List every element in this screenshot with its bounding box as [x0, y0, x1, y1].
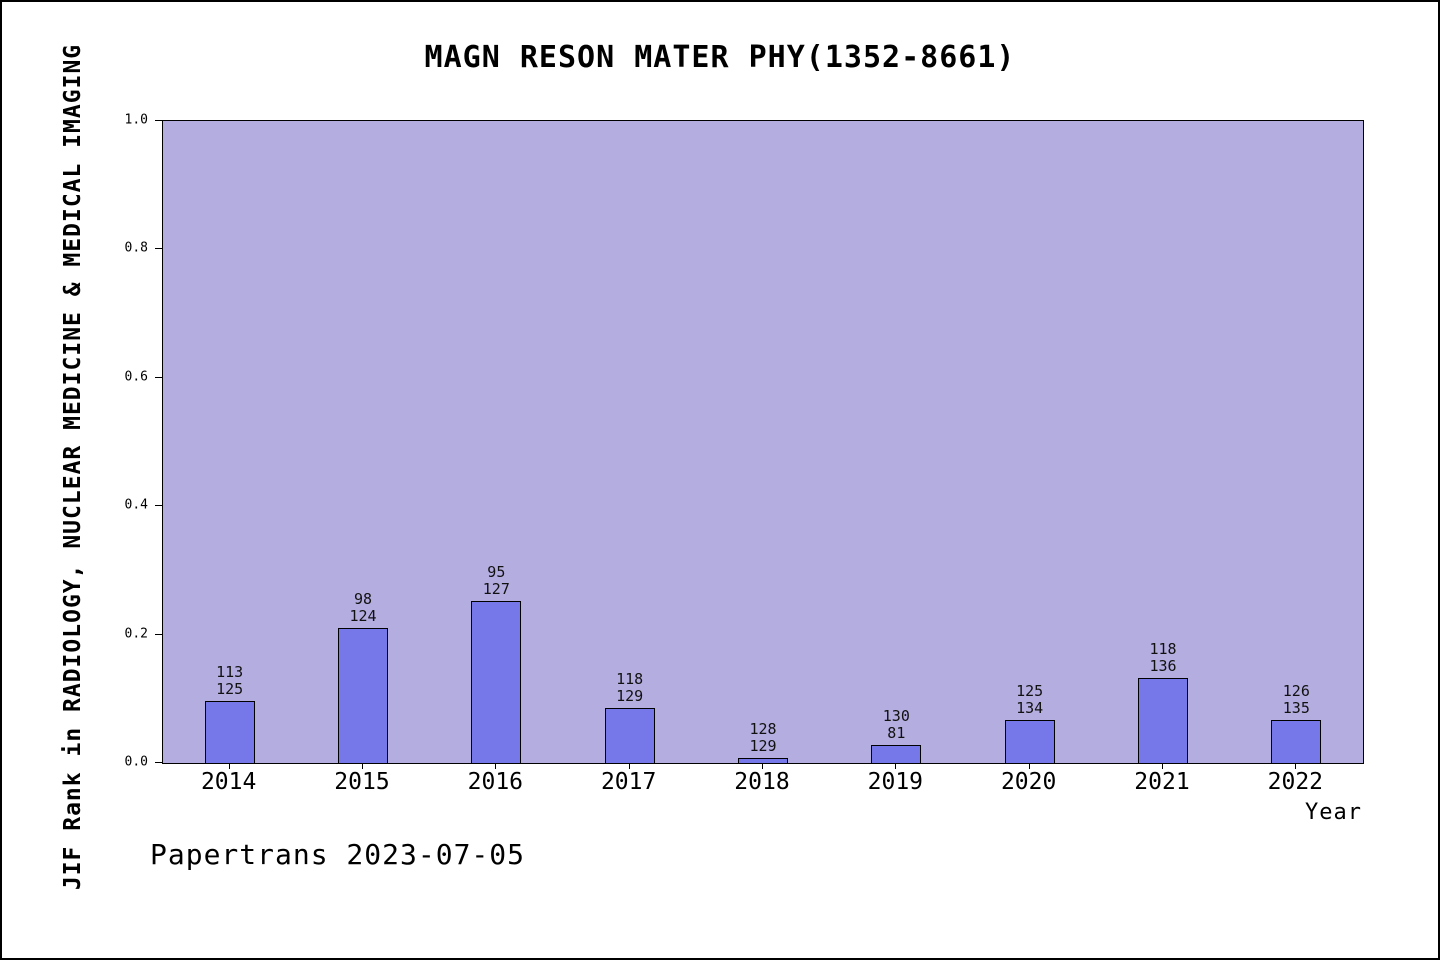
y-tick-label: 0.8	[124, 240, 148, 256]
y-tick-label: 0.2	[124, 626, 148, 642]
x-tick-label: 2019	[867, 769, 924, 795]
bar-value-line: 129	[616, 687, 644, 706]
x-tick-mark	[362, 763, 363, 769]
x-axis: 2014 2015 2016 2017 2018 2019 2020 2021 2022	[162, 763, 1362, 807]
y-axis: 0.0 0.2 0.4 0.6 0.8 1.0	[102, 114, 162, 769]
bar-value-label: 118 136	[1149, 641, 1176, 675]
bar-2022	[1271, 720, 1322, 763]
bar-value-label: 98 124	[349, 591, 376, 625]
bar-value-line: 113	[216, 663, 244, 682]
y-axis-label: JIF Rank in RADIOLOGY, NUCLEAR MEDICINE …	[60, 43, 86, 891]
bar-2021	[1138, 678, 1188, 763]
y-tick-label: 0.4	[124, 497, 148, 513]
bar-value-line: 98	[353, 590, 373, 609]
bar-value-line: 136	[1149, 657, 1177, 676]
bar-value-line: 126	[1282, 682, 1310, 700]
chart-title: MAGN RESON MATER PHY(1352-8661)	[424, 40, 1016, 75]
y-tick-mark	[155, 762, 162, 763]
bar-value-label: 130 81	[883, 708, 910, 742]
bar-value-line: 128	[749, 719, 777, 738]
bar-value-line: 125	[216, 680, 244, 699]
bar-value-line: 130	[882, 707, 910, 726]
x-tick-label: 2017	[600, 769, 657, 795]
x-tick-label: 2020	[1000, 769, 1057, 795]
plot-area: 113 125 98 124 95 127 118 129 128 129 130 81 125 134 1…	[162, 120, 1364, 764]
x-tick-mark	[495, 763, 497, 769]
bar-value-line: 134	[1016, 699, 1044, 717]
bar-value-line: 95	[487, 563, 506, 582]
y-tick-label: 0.6	[124, 369, 148, 385]
bar-2015	[338, 628, 388, 763]
x-tick-mark	[628, 763, 630, 769]
x-tick-label: 2022	[1267, 769, 1324, 795]
x-tick-mark	[228, 763, 230, 769]
x-tick-label: 2014	[200, 769, 257, 795]
y-tick-label: 0.0	[124, 754, 148, 770]
x-tick-mark	[895, 763, 897, 769]
bar-value-label: 113 125	[216, 664, 243, 698]
x-tick-mark	[1028, 763, 1030, 769]
y-tick-label: 1.0	[124, 112, 148, 128]
x-tick-label: 2021	[1134, 769, 1190, 795]
bar-2016	[471, 601, 522, 763]
bar-2017	[604, 708, 655, 763]
x-tick-mark	[1295, 763, 1297, 769]
bar-value-label: 125 134	[1016, 683, 1043, 717]
bar-2020	[1004, 720, 1055, 763]
x-tick-mark	[762, 763, 763, 769]
bar-value-line: 118	[616, 670, 644, 689]
y-tick-mark	[155, 376, 162, 378]
bar-value-line: 127	[482, 580, 510, 599]
y-tick-mark	[155, 505, 162, 507]
x-tick-label: 2016	[467, 769, 524, 795]
x-tick-label: 2018	[734, 769, 790, 795]
bar-2019	[871, 745, 922, 763]
footer-watermark: Papertrans 2023-07-05	[150, 838, 526, 871]
bar-value-label: 118 129	[616, 671, 643, 705]
bar-value-label: 126 135	[1283, 683, 1310, 717]
y-tick-mark	[155, 120, 162, 121]
bar-value-line: 118	[1149, 640, 1177, 659]
bar-2014	[204, 701, 255, 763]
x-tick-mark	[1162, 763, 1163, 769]
x-tick-label: 2015	[334, 769, 390, 795]
bar-value-label: 95 127	[483, 564, 510, 598]
x-axis-label: Year	[1305, 800, 1362, 825]
bar-value-line: 125	[1016, 682, 1044, 700]
bar-value-line: 124	[349, 607, 377, 626]
bar-value-line: 135	[1282, 699, 1310, 717]
y-tick-mark	[155, 248, 162, 250]
bar-2018	[738, 757, 788, 763]
bar-value-label: 128 129	[749, 719, 777, 755]
bar-value-line: 129	[749, 736, 777, 755]
bar-value-line: 81	[887, 724, 906, 743]
y-tick-mark	[155, 633, 162, 635]
